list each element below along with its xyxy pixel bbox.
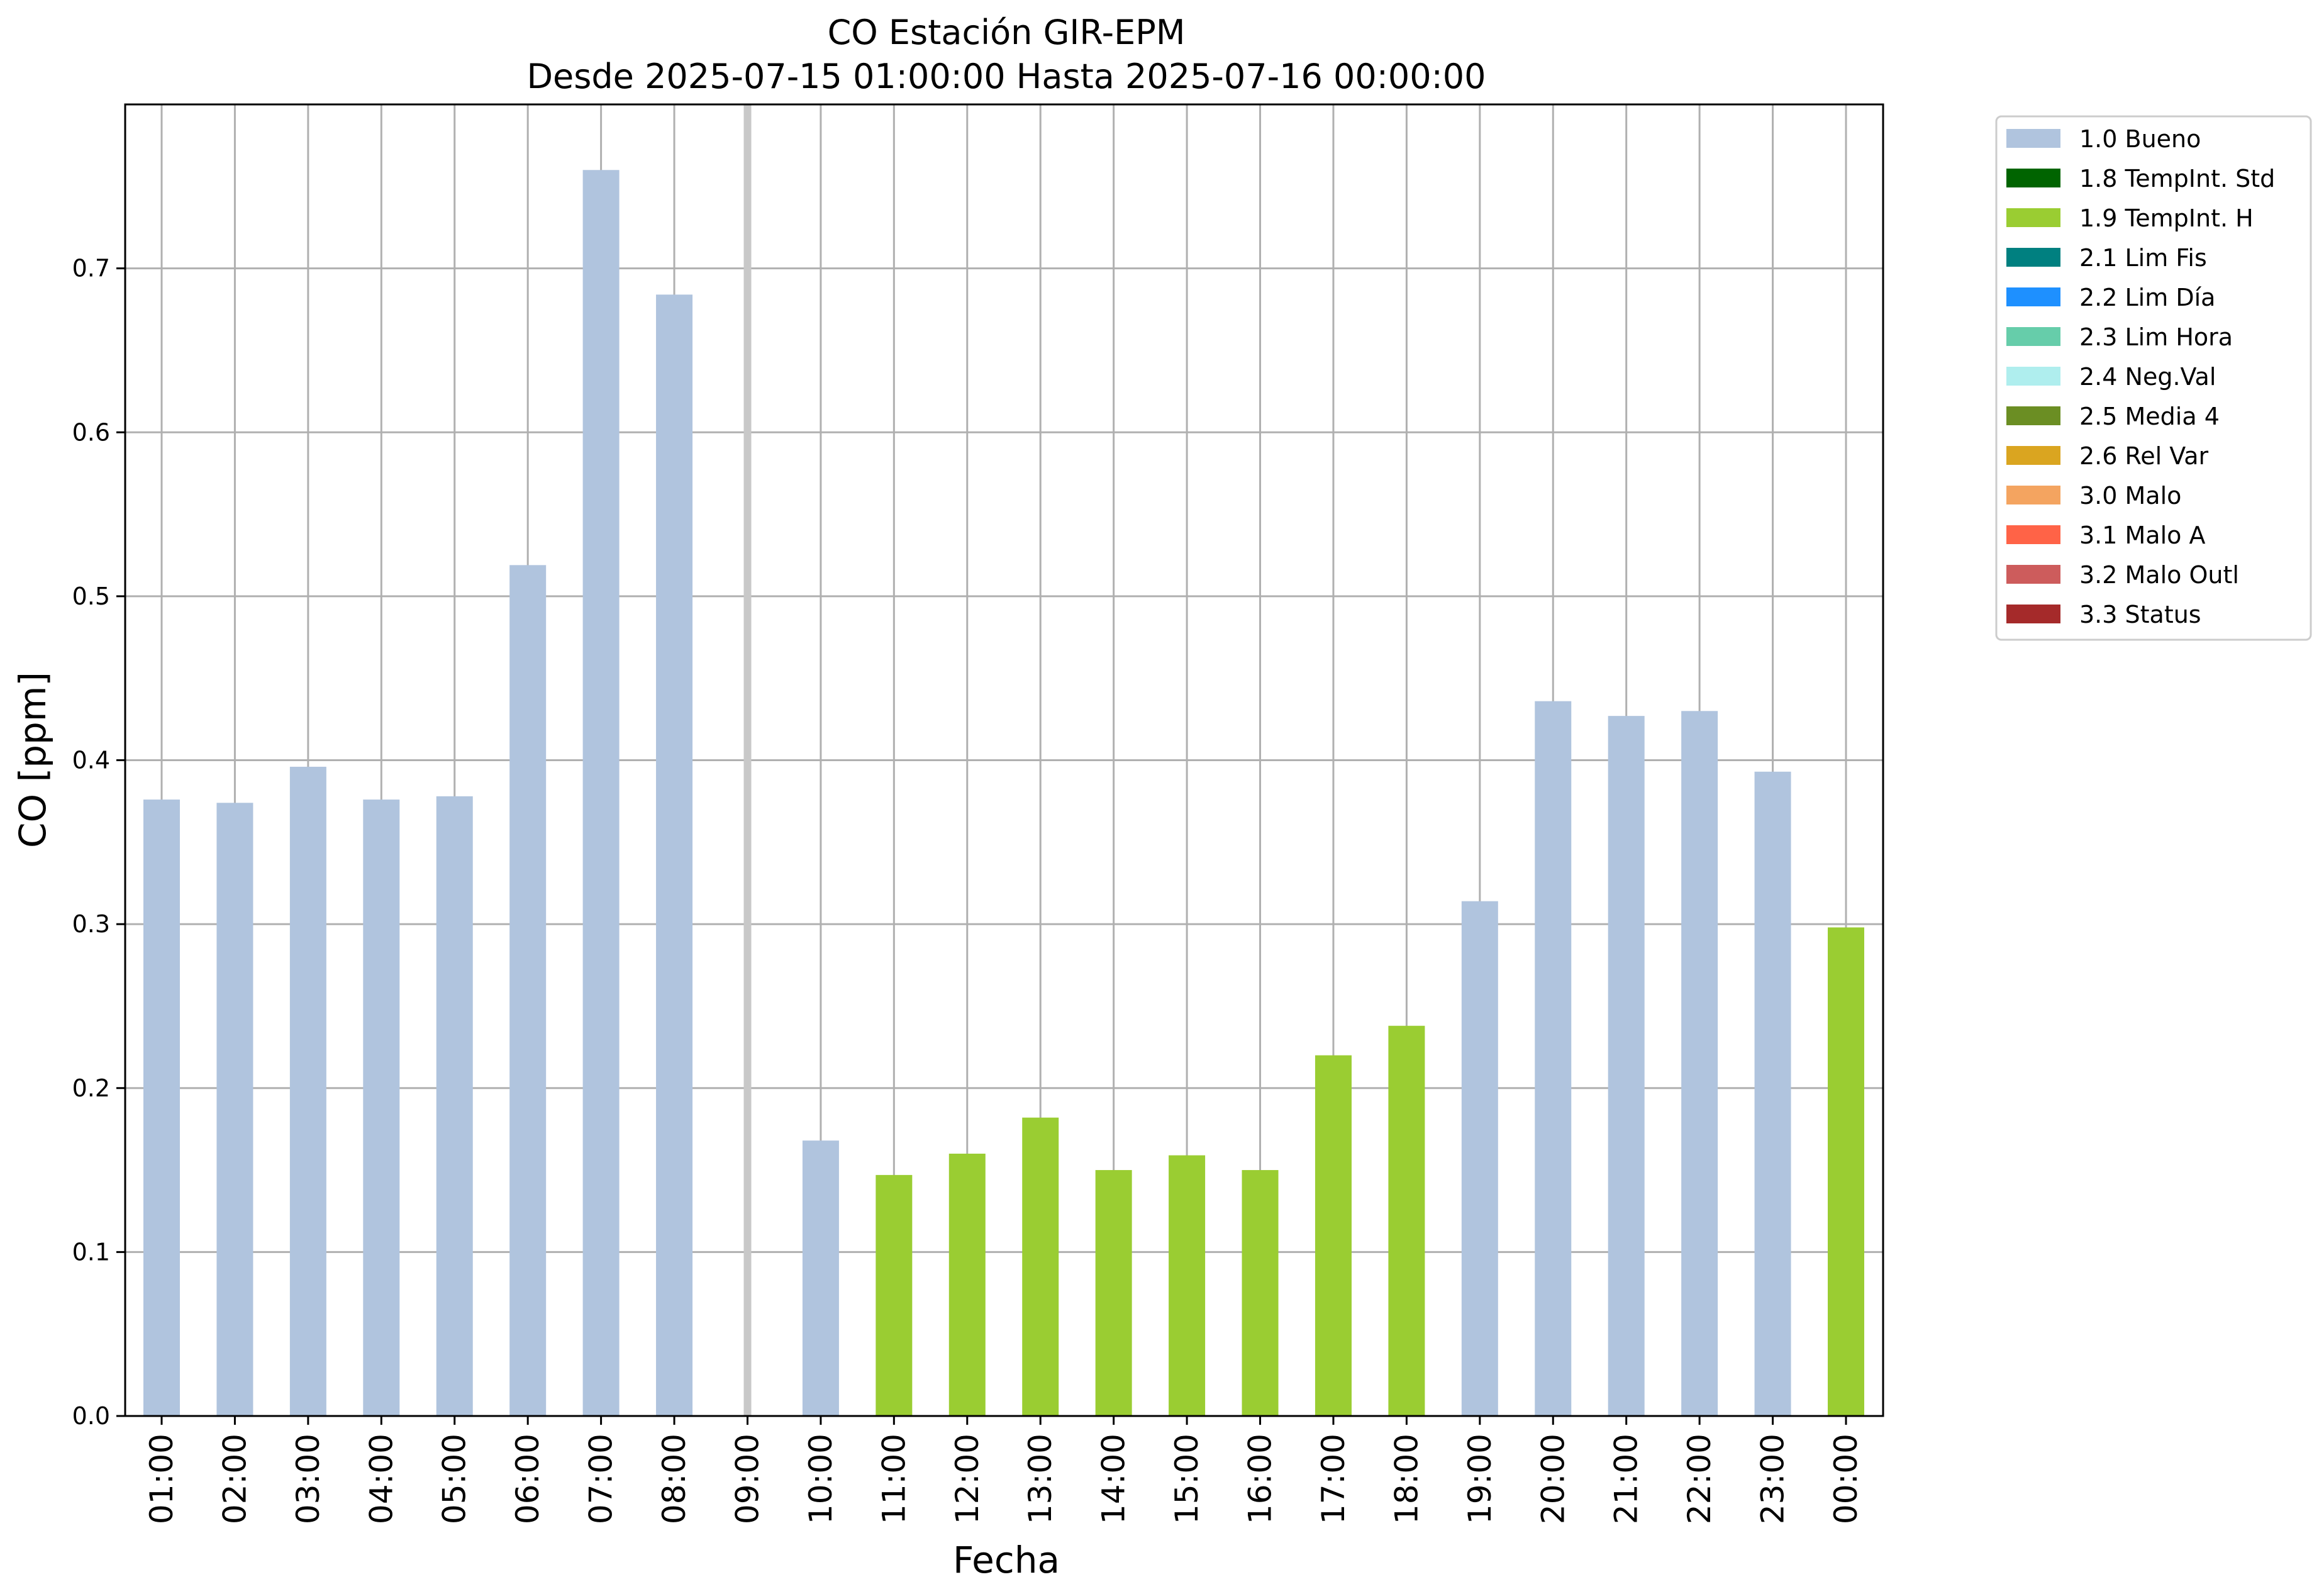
bar-0400 [363, 800, 400, 1416]
bar-0600 [509, 565, 547, 1417]
legend-label: 3.1 Malo A [2079, 521, 2205, 549]
chart-subtitle: Desde 2025-07-15 01:00:00 Hasta 2025-07-… [526, 57, 1486, 96]
legend-label: 3.3 Status [2079, 601, 2201, 628]
bar-1100 [876, 1174, 913, 1416]
legend-swatch [2006, 565, 2060, 584]
bar-2100 [1608, 716, 1645, 1416]
legend-label: 2.5 Media 4 [2079, 403, 2220, 430]
y-tick-label: 0.6 [72, 418, 110, 446]
bars [143, 170, 1864, 1417]
x-tick-label: 00:00 [1828, 1434, 1864, 1524]
x-tick-label: 01:00 [143, 1434, 180, 1524]
x-tick-label: 06:00 [509, 1434, 546, 1524]
legend-label: 3.2 Malo Outl [2079, 561, 2239, 589]
y-tick-label: 0.7 [72, 255, 110, 282]
legend-swatch [2006, 406, 2060, 425]
x-tick-label: 14:00 [1096, 1434, 1132, 1524]
x-tick-label: 05:00 [436, 1434, 473, 1524]
legend-swatch [2006, 486, 2060, 504]
chart-title: CO Estación GIR-EPM [828, 13, 1186, 52]
x-axis-ticks: 01:00 02:00 03:00 04:00 05:00 06:00 07:00 08:00… [143, 1416, 1864, 1524]
x-tick-label: 11:00 [876, 1434, 912, 1524]
x-axis-label: Fecha [953, 1539, 1060, 1581]
bar-1200 [948, 1154, 986, 1416]
y-tick-label: 0.0 [72, 1402, 110, 1430]
bar-2200 [1681, 711, 1718, 1416]
x-tick-label: 19:00 [1462, 1434, 1498, 1524]
bar-0300 [289, 766, 326, 1416]
x-tick-label: 12:00 [949, 1434, 986, 1524]
legend-swatch [2006, 446, 2060, 465]
bar-0700 [582, 170, 620, 1416]
bar-0200 [216, 803, 253, 1416]
legend-box [1995, 115, 2312, 641]
bar-1400 [1095, 1170, 1132, 1416]
bar-1700 [1315, 1055, 1352, 1416]
legend-swatch [2006, 525, 2060, 544]
legend-label: 2.2 Lim Día [2079, 284, 2215, 311]
x-tick-label: 07:00 [583, 1434, 620, 1524]
plot-area-frame [124, 103, 1884, 1417]
bar-1900 [1461, 901, 1498, 1416]
legend-label: 1.9 TempInt. H [2079, 204, 2254, 232]
legend-swatch [2006, 287, 2060, 306]
bar-0100 [143, 800, 180, 1416]
x-tick-label: 10:00 [803, 1434, 839, 1524]
y-tick-label: 0.3 [72, 910, 110, 938]
bar-0500 [436, 796, 473, 1416]
legend-label: 1.8 TempInt. Std [2079, 165, 2275, 192]
legend-label: 1.0 Bueno [2079, 125, 2201, 153]
bar-1600 [1242, 1170, 1279, 1416]
y-axis-label: CO [ppm] [11, 672, 54, 848]
x-tick-label: 02:00 [216, 1434, 253, 1524]
x-tick-label: 18:00 [1388, 1434, 1425, 1524]
bar-2300 [1754, 771, 1791, 1416]
x-tick-label: 03:00 [290, 1434, 326, 1524]
y-tick-label: 0.4 [72, 747, 110, 774]
legend-label: 2.3 Lim Hora [2079, 323, 2233, 351]
x-tick-label: 21:00 [1608, 1434, 1645, 1524]
bar-0000 [1828, 927, 1864, 1416]
legend-label: 2.4 Neg.Val [2079, 363, 2216, 391]
y-tick-label: 0.1 [72, 1238, 110, 1266]
y-axis-ticks: 0.0 0.1 0.2 0.3 0.4 0.5 0.6 0.7 [72, 255, 125, 1430]
legend-swatch [2006, 208, 2060, 227]
x-tick-label: 17:00 [1315, 1434, 1352, 1524]
legend-label: 2.6 Rel Var [2079, 442, 2209, 470]
legend-swatch [2006, 327, 2060, 346]
legend-swatch [2006, 129, 2060, 148]
legend-swatch [2006, 605, 2060, 623]
x-tick-label: 16:00 [1242, 1434, 1279, 1524]
bar-1300 [1022, 1117, 1059, 1416]
legend-swatch [2006, 169, 2060, 187]
x-tick-label: 15:00 [1169, 1434, 1205, 1524]
legend-swatch [2006, 248, 2060, 267]
x-tick-label: 08:00 [656, 1434, 692, 1524]
x-tick-label: 13:00 [1022, 1434, 1059, 1524]
x-tick-label: 04:00 [363, 1434, 399, 1524]
y-tick-label: 0.5 [72, 582, 110, 610]
legend: 1.0 Bueno 1.8 TempInt. Std 1.9 TempInt. H 2… [1995, 115, 2312, 641]
x-tick-label: 22:00 [1681, 1434, 1718, 1524]
x-tick-label: 20:00 [1535, 1434, 1571, 1524]
legend-swatch [2006, 367, 2060, 386]
bar-0800 [656, 294, 693, 1417]
bar-1800 [1388, 1025, 1425, 1416]
x-tick-label: 23:00 [1755, 1434, 1791, 1524]
bar-1000 [802, 1140, 839, 1416]
bar-2000 [1535, 701, 1572, 1416]
x-tick-label: 09:00 [729, 1434, 765, 1524]
y-tick-label: 0.2 [72, 1074, 110, 1102]
legend-label: 2.1 Lim Fis [2079, 244, 2207, 272]
legend-label: 3.0 Malo [2079, 482, 2181, 510]
bar-1500 [1169, 1155, 1206, 1416]
